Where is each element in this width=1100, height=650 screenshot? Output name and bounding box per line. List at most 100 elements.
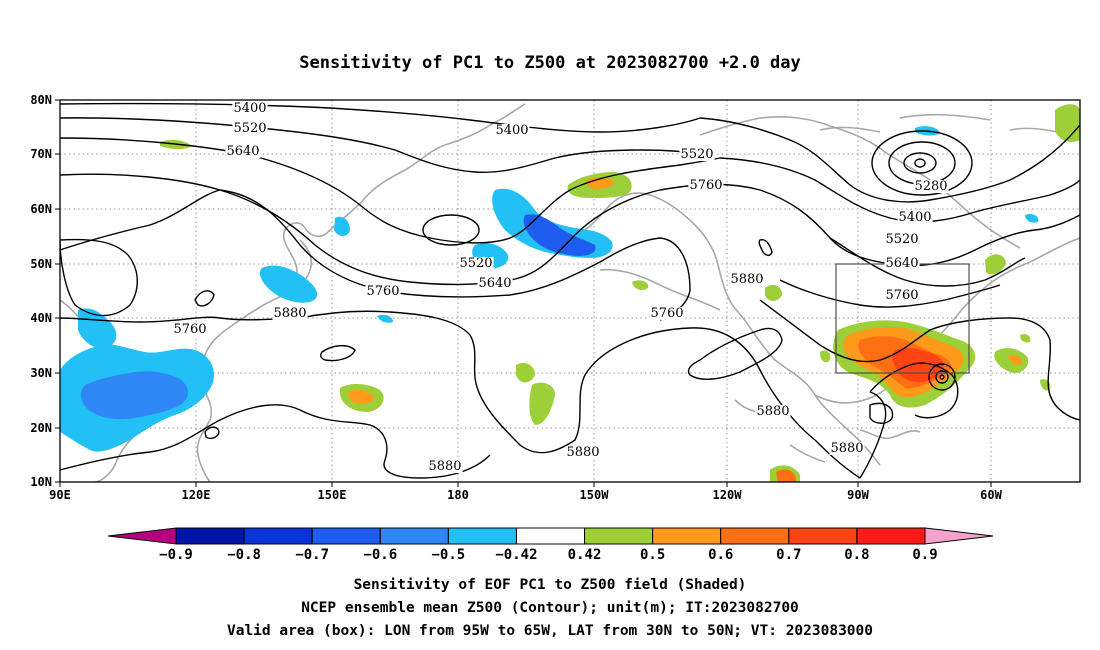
contour-label-bg (232, 102, 268, 115)
colorbar-bin (856, 527, 926, 545)
negative-shading (60, 126, 1039, 452)
colorbar-label: −0.42 (495, 547, 537, 563)
contour-label: 5640 (478, 276, 511, 291)
contour-label-bg (913, 180, 949, 193)
figure-title: Sensitivity of PC1 to Z500 at 2023082700… (299, 53, 801, 73)
contour-label: 5880 (756, 404, 789, 419)
contour-label: 5520 (459, 256, 492, 271)
colorbar-extend-low (107, 527, 177, 545)
contour-label-bg (565, 446, 601, 459)
colorbar-bin (788, 527, 858, 545)
colorbar-bin (584, 527, 654, 545)
colorbar-label: −0.6 (363, 547, 397, 563)
contour-label: 5760 (173, 322, 206, 337)
colorbar-label: 0.42 (568, 547, 602, 563)
colorbar-label: 0.8 (844, 547, 869, 563)
colorbar-label: 0.7 (776, 547, 801, 563)
contour-label: 5880 (566, 445, 599, 460)
contour-label-bg (272, 307, 308, 320)
contour-label-bg (172, 323, 208, 336)
lat-tick-label: 60N (30, 202, 52, 216)
contour-label: 5400 (495, 123, 528, 138)
contour-label-bg (884, 257, 920, 270)
colorbar-label: 0.6 (708, 547, 733, 563)
contour-label-bg (458, 257, 494, 270)
colorbar-bin (652, 527, 722, 545)
contour-label: 5760 (650, 306, 683, 321)
contour-label: 5760 (366, 284, 399, 299)
contour-label-bg (688, 179, 724, 192)
contour-label-bg (884, 289, 920, 302)
contour-label: 5880 (428, 459, 461, 474)
lat-tick-label: 20N (30, 421, 52, 435)
contour-label: 5520 (233, 121, 266, 136)
contour-label-bg (649, 307, 685, 320)
colorbar-bin (175, 527, 245, 545)
colorbar-label: 0.5 (640, 547, 665, 563)
contour-labels: 5400 5520 5640 5400 5520 5760 5520 5640 … (172, 101, 949, 474)
colorbar-label: −0.8 (227, 547, 261, 563)
colorbar-bin (379, 527, 449, 545)
lon-tick-label: 60W (980, 488, 1002, 502)
lon-tick-label: 150E (318, 488, 347, 502)
lat-tick-label: 40N (30, 311, 52, 325)
contour-label: 5520 (885, 232, 918, 247)
contour-label: 5880 (273, 306, 306, 321)
contour-label: 5400 (898, 210, 931, 225)
contour-label: 5880 (730, 272, 763, 287)
contour-label-bg (755, 405, 791, 418)
contour-label-bg (679, 148, 715, 161)
footer-line-3: Valid area (box): LON from 95W to 65W, L… (227, 623, 873, 639)
colorbar-label: 0.9 (912, 547, 937, 563)
contour-label-bg (477, 277, 513, 290)
z500-contours (60, 102, 1080, 479)
lon-tick-label: 90W (847, 488, 869, 502)
contour-label: 5760 (885, 288, 918, 303)
footer-line-1: Sensitivity of EOF PC1 to Z500 field (Sh… (354, 577, 747, 593)
colorbar-label: −0.5 (432, 547, 466, 563)
contour-label: 5880 (830, 441, 863, 456)
lon-tick-label: 180 (447, 488, 469, 502)
contour-label: 5760 (689, 178, 722, 193)
lon-tick-label: 150W (580, 488, 610, 502)
lon-tick-label: 90E (49, 488, 71, 502)
contour-label-bg (897, 211, 933, 224)
lat-tick-label: 30N (30, 366, 52, 380)
contour-label: 5640 (885, 256, 918, 271)
lon-tick-labels: 90E 120E 150E 180 150W 120W 90W 60W (49, 488, 1002, 502)
positive-shading (160, 104, 1080, 482)
contour-label-bg (884, 233, 920, 246)
contour-label-bg (232, 122, 268, 135)
contour-label-bg (365, 285, 401, 298)
footer-line-2: NCEP ensemble mean Z500 (Contour); unit(… (301, 600, 799, 616)
colorbar-bin (311, 527, 381, 545)
colorbar-extend-high (924, 527, 994, 545)
map-frame (59, 99, 1081, 483)
map-panel (60, 100, 1080, 482)
contour-label: 5640 (226, 144, 259, 159)
lat-tick-labels: 80N 70N 60N 50N 40N 30N 20N 10N (30, 93, 52, 489)
colorbar-bin (515, 527, 586, 545)
graticule (60, 100, 1080, 482)
colorbar-bin (447, 527, 517, 545)
contour-label-bg (829, 442, 865, 455)
contour-label: 5520 (680, 147, 713, 162)
contour-label-bg (494, 124, 530, 137)
colorbar-label: −0.9 (159, 547, 193, 563)
colorbar-bin (243, 527, 313, 545)
lat-tick-label: 70N (30, 147, 52, 161)
contour-label-bg (729, 273, 765, 286)
lat-tick-label: 10N (30, 475, 52, 489)
lon-tick-label: 120E (182, 488, 211, 502)
tick-marks (55, 99, 992, 487)
colorbar: −0.9 −0.8 −0.7 −0.6 −0.5 −0.42 0.42 0.5 0.6 0.7 0.… (107, 527, 994, 563)
lon-tick-label: 120W (713, 488, 743, 502)
contour-label-bg (225, 145, 261, 158)
lat-tick-label: 50N (30, 257, 52, 271)
colorbar-bin (720, 527, 790, 545)
contour-label: 5280 (914, 179, 947, 194)
colorbar-label: −0.7 (295, 547, 329, 563)
lat-tick-label: 80N (30, 93, 52, 107)
contour-label: 5400 (233, 101, 266, 116)
